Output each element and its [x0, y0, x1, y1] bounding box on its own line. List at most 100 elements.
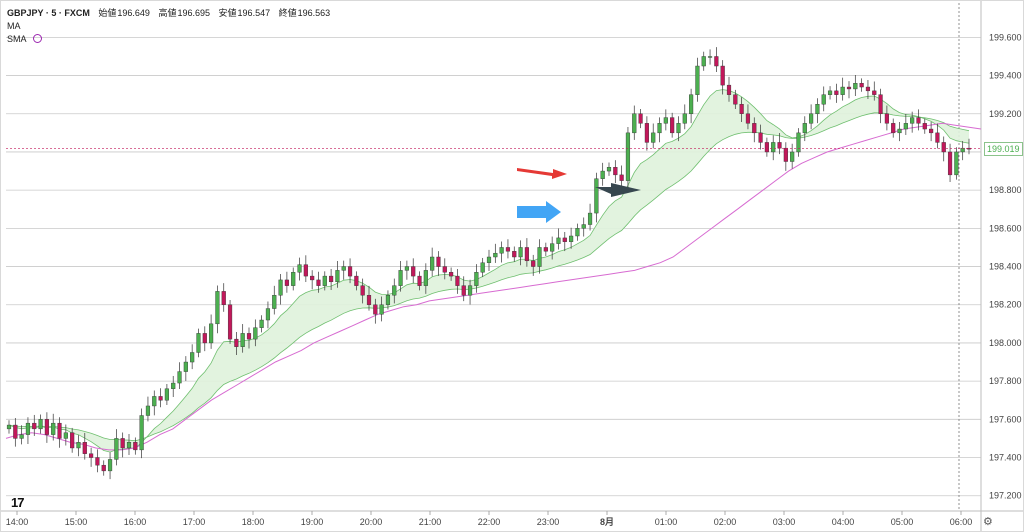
candle-body[interactable] — [379, 304, 384, 315]
sma-indicator-label[interactable]: SMA — [7, 34, 27, 44]
candle-body[interactable] — [783, 147, 788, 162]
candle-body[interactable] — [303, 264, 308, 277]
candle-body[interactable] — [373, 304, 378, 315]
candle-body[interactable] — [284, 279, 289, 286]
ma-indicator-label[interactable]: MA — [7, 21, 21, 31]
candle-body[interactable] — [739, 104, 744, 114]
candle-body[interactable] — [38, 419, 43, 430]
candle-body[interactable] — [720, 65, 725, 86]
candle-body[interactable] — [190, 352, 195, 363]
candle-body[interactable] — [449, 272, 454, 277]
candle-body[interactable] — [910, 117, 915, 124]
settings-gear-icon[interactable]: ⚙ — [983, 516, 993, 528]
candle-body[interactable] — [335, 270, 340, 283]
candle-body[interactable] — [575, 228, 580, 237]
candle-body[interactable] — [360, 285, 365, 296]
candle-body[interactable] — [777, 142, 782, 149]
candle-body[interactable] — [25, 422, 31, 435]
candle-body[interactable] — [89, 453, 94, 458]
candle-body[interactable] — [644, 123, 649, 143]
candle-body[interactable] — [322, 275, 327, 286]
candle-body[interactable] — [809, 113, 814, 124]
candle-body[interactable] — [764, 142, 769, 153]
candle-body[interactable] — [32, 422, 37, 430]
candle-body[interactable] — [657, 123, 662, 134]
candle-body[interactable] — [474, 272, 479, 286]
candle-body[interactable] — [827, 90, 833, 95]
candle-body[interactable] — [442, 266, 447, 273]
candle-body[interactable] — [790, 151, 795, 162]
candle-body[interactable] — [455, 275, 460, 286]
candle-body[interactable] — [265, 308, 271, 321]
candle-body[interactable] — [133, 442, 138, 451]
candle-body[interactable] — [840, 86, 845, 95]
candle-body[interactable] — [505, 247, 511, 252]
candle-body[interactable] — [70, 432, 75, 449]
candle-body[interactable] — [310, 275, 315, 281]
candle-body[interactable] — [202, 333, 207, 344]
candle-body[interactable] — [682, 113, 687, 124]
candle-body[interactable] — [922, 123, 927, 130]
candle-body[interactable] — [815, 104, 820, 114]
candle-body[interactable] — [107, 459, 113, 472]
candle-body[interactable] — [796, 132, 801, 153]
candle-body[interactable] — [556, 237, 561, 244]
candle-body[interactable] — [246, 333, 252, 340]
candle-body[interactable] — [701, 56, 706, 67]
candle-body[interactable] — [581, 224, 586, 229]
candle-body[interactable] — [821, 94, 826, 105]
candle-body[interactable] — [600, 170, 605, 179]
candle-body[interactable] — [101, 464, 106, 472]
candle-body[interactable] — [183, 361, 188, 372]
sma-color-icon[interactable] — [32, 34, 42, 43]
candle-body[interactable] — [76, 442, 81, 449]
candle-body[interactable] — [385, 294, 391, 305]
legend-sma-row[interactable]: SMA — [7, 33, 330, 46]
candle-body[interactable] — [619, 174, 624, 181]
candle-body[interactable] — [859, 83, 864, 88]
candle-body[interactable] — [518, 247, 523, 258]
symbol-label[interactable]: GBPJPY · 5 · FXCM — [7, 8, 90, 18]
candle-body[interactable] — [6, 424, 12, 430]
candle-body[interactable] — [745, 113, 751, 124]
candle-body[interactable] — [638, 113, 643, 124]
candle-body[interactable] — [316, 279, 321, 286]
candle-body[interactable] — [916, 117, 921, 124]
candle-body[interactable] — [95, 457, 100, 466]
candle-body[interactable] — [126, 442, 132, 449]
candle-body[interactable] — [177, 371, 182, 384]
candle-body[interactable] — [209, 323, 214, 344]
candle-body[interactable] — [531, 260, 536, 267]
candle-body[interactable] — [152, 396, 157, 407]
candle-body[interactable] — [291, 272, 296, 286]
candle-body[interactable] — [569, 235, 574, 242]
candle-body[interactable] — [512, 251, 517, 258]
candle-body[interactable] — [221, 291, 226, 305]
candle-body[interactable] — [114, 438, 119, 460]
candle-body[interactable] — [417, 275, 422, 286]
candle-body[interactable] — [707, 56, 713, 58]
candle-body[interactable] — [594, 178, 599, 214]
candle-body[interactable] — [493, 252, 498, 258]
candle-body[interactable] — [354, 275, 359, 286]
candle-body[interactable] — [954, 151, 959, 176]
candle-body[interactable] — [929, 128, 934, 134]
candle-body[interactable] — [51, 422, 56, 435]
candle-body[interactable] — [215, 291, 220, 325]
candle-body[interactable] — [625, 132, 631, 181]
candle-body[interactable] — [63, 432, 68, 439]
candle-body[interactable] — [467, 285, 473, 296]
candle-body[interactable] — [57, 422, 62, 439]
candle-body[interactable] — [543, 247, 548, 252]
candle-body[interactable] — [411, 266, 416, 277]
candle-body[interactable] — [13, 424, 18, 439]
candle-body[interactable] — [253, 327, 258, 340]
candle-body[interactable] — [486, 256, 492, 263]
candle-body[interactable] — [771, 142, 776, 153]
candle-body[interactable] — [726, 84, 732, 95]
candle-body[interactable] — [196, 333, 201, 353]
candle-body[interactable] — [947, 151, 953, 176]
candle-body[interactable] — [897, 128, 902, 134]
candle-body[interactable] — [587, 212, 593, 225]
